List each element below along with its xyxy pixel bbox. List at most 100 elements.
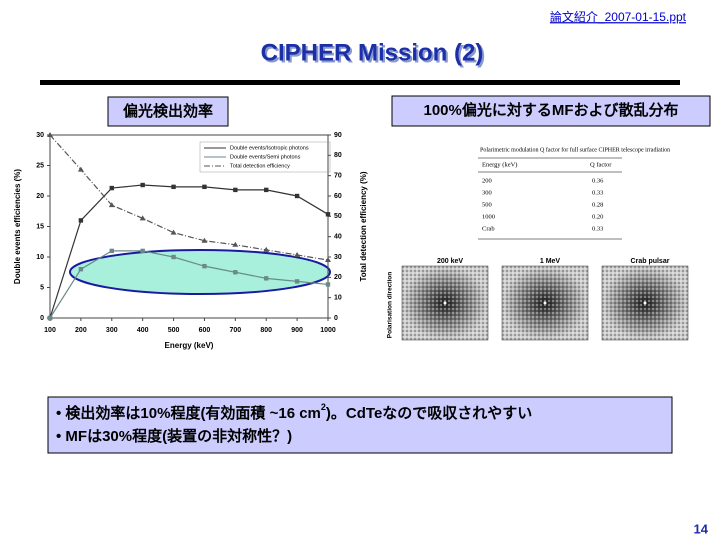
page-number: 14 (694, 521, 709, 536)
map-center (443, 301, 447, 305)
x-tick-label: 1000 (320, 327, 336, 334)
series-line (49, 184, 329, 319)
marker (139, 215, 146, 221)
marker (140, 182, 145, 188)
x-tick-label: 200 (75, 327, 87, 334)
highlight (69, 249, 331, 295)
title-shadow: CIPHER Mission (2) (263, 41, 486, 68)
marker (47, 132, 53, 137)
right-label: 100%偏光に対するMFおよび散乱分布 (423, 101, 678, 119)
x-tick-label: 900 (291, 327, 303, 334)
y2-tick-label: 80 (334, 152, 342, 159)
table-cell: 0.36 (592, 177, 604, 184)
marker (264, 276, 269, 281)
legend-entry: Total detection efficiency (230, 163, 290, 169)
table-header: Energy (keV) (482, 161, 517, 168)
x-axis-label: Energy (keV) (165, 341, 214, 350)
map-label: Crab pulsar (631, 258, 670, 265)
y2-tick-label: 10 (334, 295, 342, 302)
y-tick-label: 30 (36, 132, 44, 139)
q-table: Polarimetric modulation Q factor for ful… (478, 146, 670, 240)
marker (47, 315, 53, 321)
marker (201, 237, 208, 243)
left-label: 偏光検出効率 (123, 102, 213, 120)
marker (325, 282, 331, 287)
marker (294, 251, 301, 257)
y2-tick-label: 60 (334, 193, 342, 200)
title-rule (40, 80, 680, 85)
series-line (49, 134, 329, 261)
marker (78, 218, 84, 223)
y-tick-label: 10 (36, 254, 44, 261)
bullet: • 検出効率は10%程度(有効面積 ~16 cm2)。CdTeなので吸収されやす… (56, 402, 532, 422)
y2-tick-label: 90 (334, 132, 342, 139)
series-line (49, 250, 329, 319)
marker (263, 246, 270, 252)
y2-tick-label: 70 (334, 173, 342, 180)
table-cell: 1000 (482, 213, 495, 220)
y-axis-label: Double events efficiencies (%) (13, 169, 22, 284)
x-tick-label: 100 (44, 327, 56, 334)
marker (140, 248, 145, 254)
marker (233, 187, 238, 193)
y-tick-label: 20 (36, 193, 44, 200)
table-cell: 0.28 (592, 201, 603, 208)
y2-tick-label: 20 (334, 274, 342, 281)
marker (77, 166, 84, 172)
table-header: Q factor (590, 161, 612, 168)
label-box (391, 95, 711, 127)
marker (294, 193, 300, 199)
table-cell: 0.20 (592, 213, 603, 220)
marker (109, 248, 114, 254)
bullet: • MFは30%程度(装置の非対称性？) (56, 427, 292, 445)
superscript: 2 (321, 402, 326, 412)
marker (202, 263, 207, 269)
marker (232, 241, 239, 247)
x-tick-label: 800 (260, 327, 272, 334)
y-tick-label: 5 (40, 284, 44, 291)
marker (325, 212, 331, 217)
y-tick-label: 0 (40, 315, 44, 322)
y2-tick-label: 50 (334, 213, 342, 220)
x-tick-label: 500 (168, 327, 180, 334)
y2-tick-label: 0 (334, 315, 338, 322)
map-center (643, 301, 647, 305)
bullets: • 検出効率は10%程度(有効面積 ~16 cm2)。CdTeなので吸収されやす… (56, 402, 532, 445)
map-label: 200 keV (437, 258, 463, 265)
bullet-text: )。CdTeなので吸収されやすい (326, 404, 532, 422)
marker (325, 257, 331, 263)
bullet-text: • MFは30%程度(装置の非対称性？) (56, 427, 292, 445)
table-cell: 500 (482, 201, 492, 208)
x-tick-label: 600 (199, 327, 211, 334)
bullet-text: • 検出効率は10%程度(有効面積 ~16 cm (56, 404, 321, 422)
label-box (107, 96, 229, 127)
y-tick-label: 25 (36, 162, 44, 169)
map-axis-label: Polarisation direction (387, 272, 394, 338)
marker (233, 270, 238, 275)
x-tick-label: 400 (137, 327, 149, 334)
x-tick-label: 300 (106, 327, 118, 334)
table-cell: 300 (482, 189, 492, 196)
legend-entry: Double events/Semi photons (230, 154, 301, 160)
title: CIPHER Mission (2) (261, 39, 484, 66)
y2-axis-label: Total detection efficiency (%) (359, 171, 368, 281)
maps: Polarisation direction 200 keV 1 MeV Crab p… (387, 258, 689, 341)
marker (294, 279, 300, 284)
y-tick-label: 15 (36, 223, 44, 230)
marker (108, 202, 115, 208)
table-cell: 0.33 (592, 225, 603, 232)
table-cell: 200 (482, 177, 492, 184)
table-cell: 0.33 (592, 189, 603, 196)
legend-entry: Double events/Isotropic photons (230, 145, 309, 151)
y2-tick-label: 40 (334, 234, 342, 241)
marker (170, 229, 177, 235)
y2-tick-label: 30 (334, 254, 342, 261)
legend-box (199, 141, 331, 173)
marker (109, 185, 114, 191)
marker (202, 184, 207, 190)
marker (78, 267, 84, 272)
marker (171, 254, 176, 260)
bullet-box (47, 396, 673, 454)
table-cell: Crab (482, 225, 495, 232)
